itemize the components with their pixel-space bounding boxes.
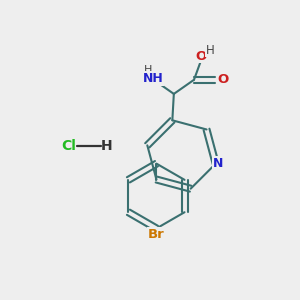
Text: Br: Br <box>148 228 165 241</box>
Text: Cl: Cl <box>61 139 76 152</box>
Text: N: N <box>213 157 223 170</box>
Text: O: O <box>196 50 207 63</box>
Text: H: H <box>206 44 214 57</box>
Text: NH: NH <box>143 72 164 85</box>
Text: O: O <box>218 73 229 86</box>
Text: H: H <box>144 65 152 75</box>
Text: H: H <box>101 139 112 152</box>
